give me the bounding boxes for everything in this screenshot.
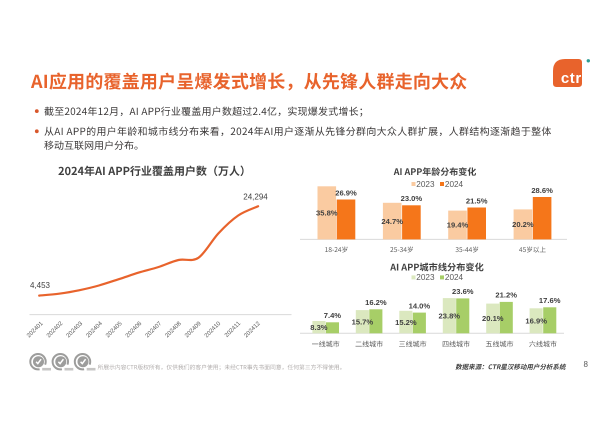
svg-text:24.7%: 24.7% (381, 217, 403, 226)
svg-text:202403: 202403 (66, 320, 85, 339)
svg-text:202412: 202412 (243, 320, 262, 339)
svg-text:202410: 202410 (204, 320, 223, 339)
svg-text:14.0%: 14.0% (409, 301, 431, 310)
svg-text:2024: 2024 (445, 180, 464, 189)
svg-text:2023: 2023 (416, 273, 435, 282)
svg-text:2024: 2024 (445, 273, 464, 282)
svg-text:15.2%: 15.2% (395, 318, 417, 327)
svg-text:15.7%: 15.7% (352, 317, 374, 326)
svg-text:4,453: 4,453 (30, 281, 51, 290)
svg-text:28.6%: 28.6% (531, 186, 553, 195)
svg-text:20.2%: 20.2% (512, 220, 534, 229)
svg-text:24,294: 24,294 (243, 193, 268, 202)
svg-text:202405: 202405 (105, 320, 124, 339)
svg-text:7.4%: 7.4% (324, 311, 342, 320)
svg-text:202402: 202402 (46, 320, 65, 339)
svg-text:35.8%: 35.8% (316, 209, 338, 218)
svg-text:202404: 202404 (86, 320, 105, 339)
svg-text:16.9%: 16.9% (525, 317, 547, 326)
svg-text:8: 8 (584, 360, 589, 369)
svg-text:21.5%: 21.5% (466, 196, 488, 205)
svg-text:202408: 202408 (164, 320, 183, 339)
svg-text:2023: 2023 (416, 180, 435, 189)
svg-text:16.2%: 16.2% (365, 298, 387, 307)
svg-text:26.9%: 26.9% (335, 188, 357, 197)
svg-text:20.1%: 20.1% (482, 314, 504, 323)
svg-text:23.6%: 23.6% (452, 287, 474, 296)
svg-text:23.8%: 23.8% (439, 311, 461, 320)
svg-text:202407: 202407 (145, 320, 164, 339)
svg-text:202401: 202401 (26, 320, 45, 339)
svg-text:202406: 202406 (125, 320, 144, 339)
svg-text:17.6%: 17.6% (539, 296, 561, 305)
svg-text:8.3%: 8.3% (310, 323, 328, 332)
svg-text:ctr: ctr (561, 70, 582, 87)
svg-text:21.2%: 21.2% (495, 291, 517, 300)
svg-text:202409: 202409 (184, 320, 203, 339)
svg-text:202411: 202411 (224, 320, 243, 339)
svg-text:19.4%: 19.4% (447, 221, 469, 230)
svg-text:23.0%: 23.0% (401, 194, 423, 203)
